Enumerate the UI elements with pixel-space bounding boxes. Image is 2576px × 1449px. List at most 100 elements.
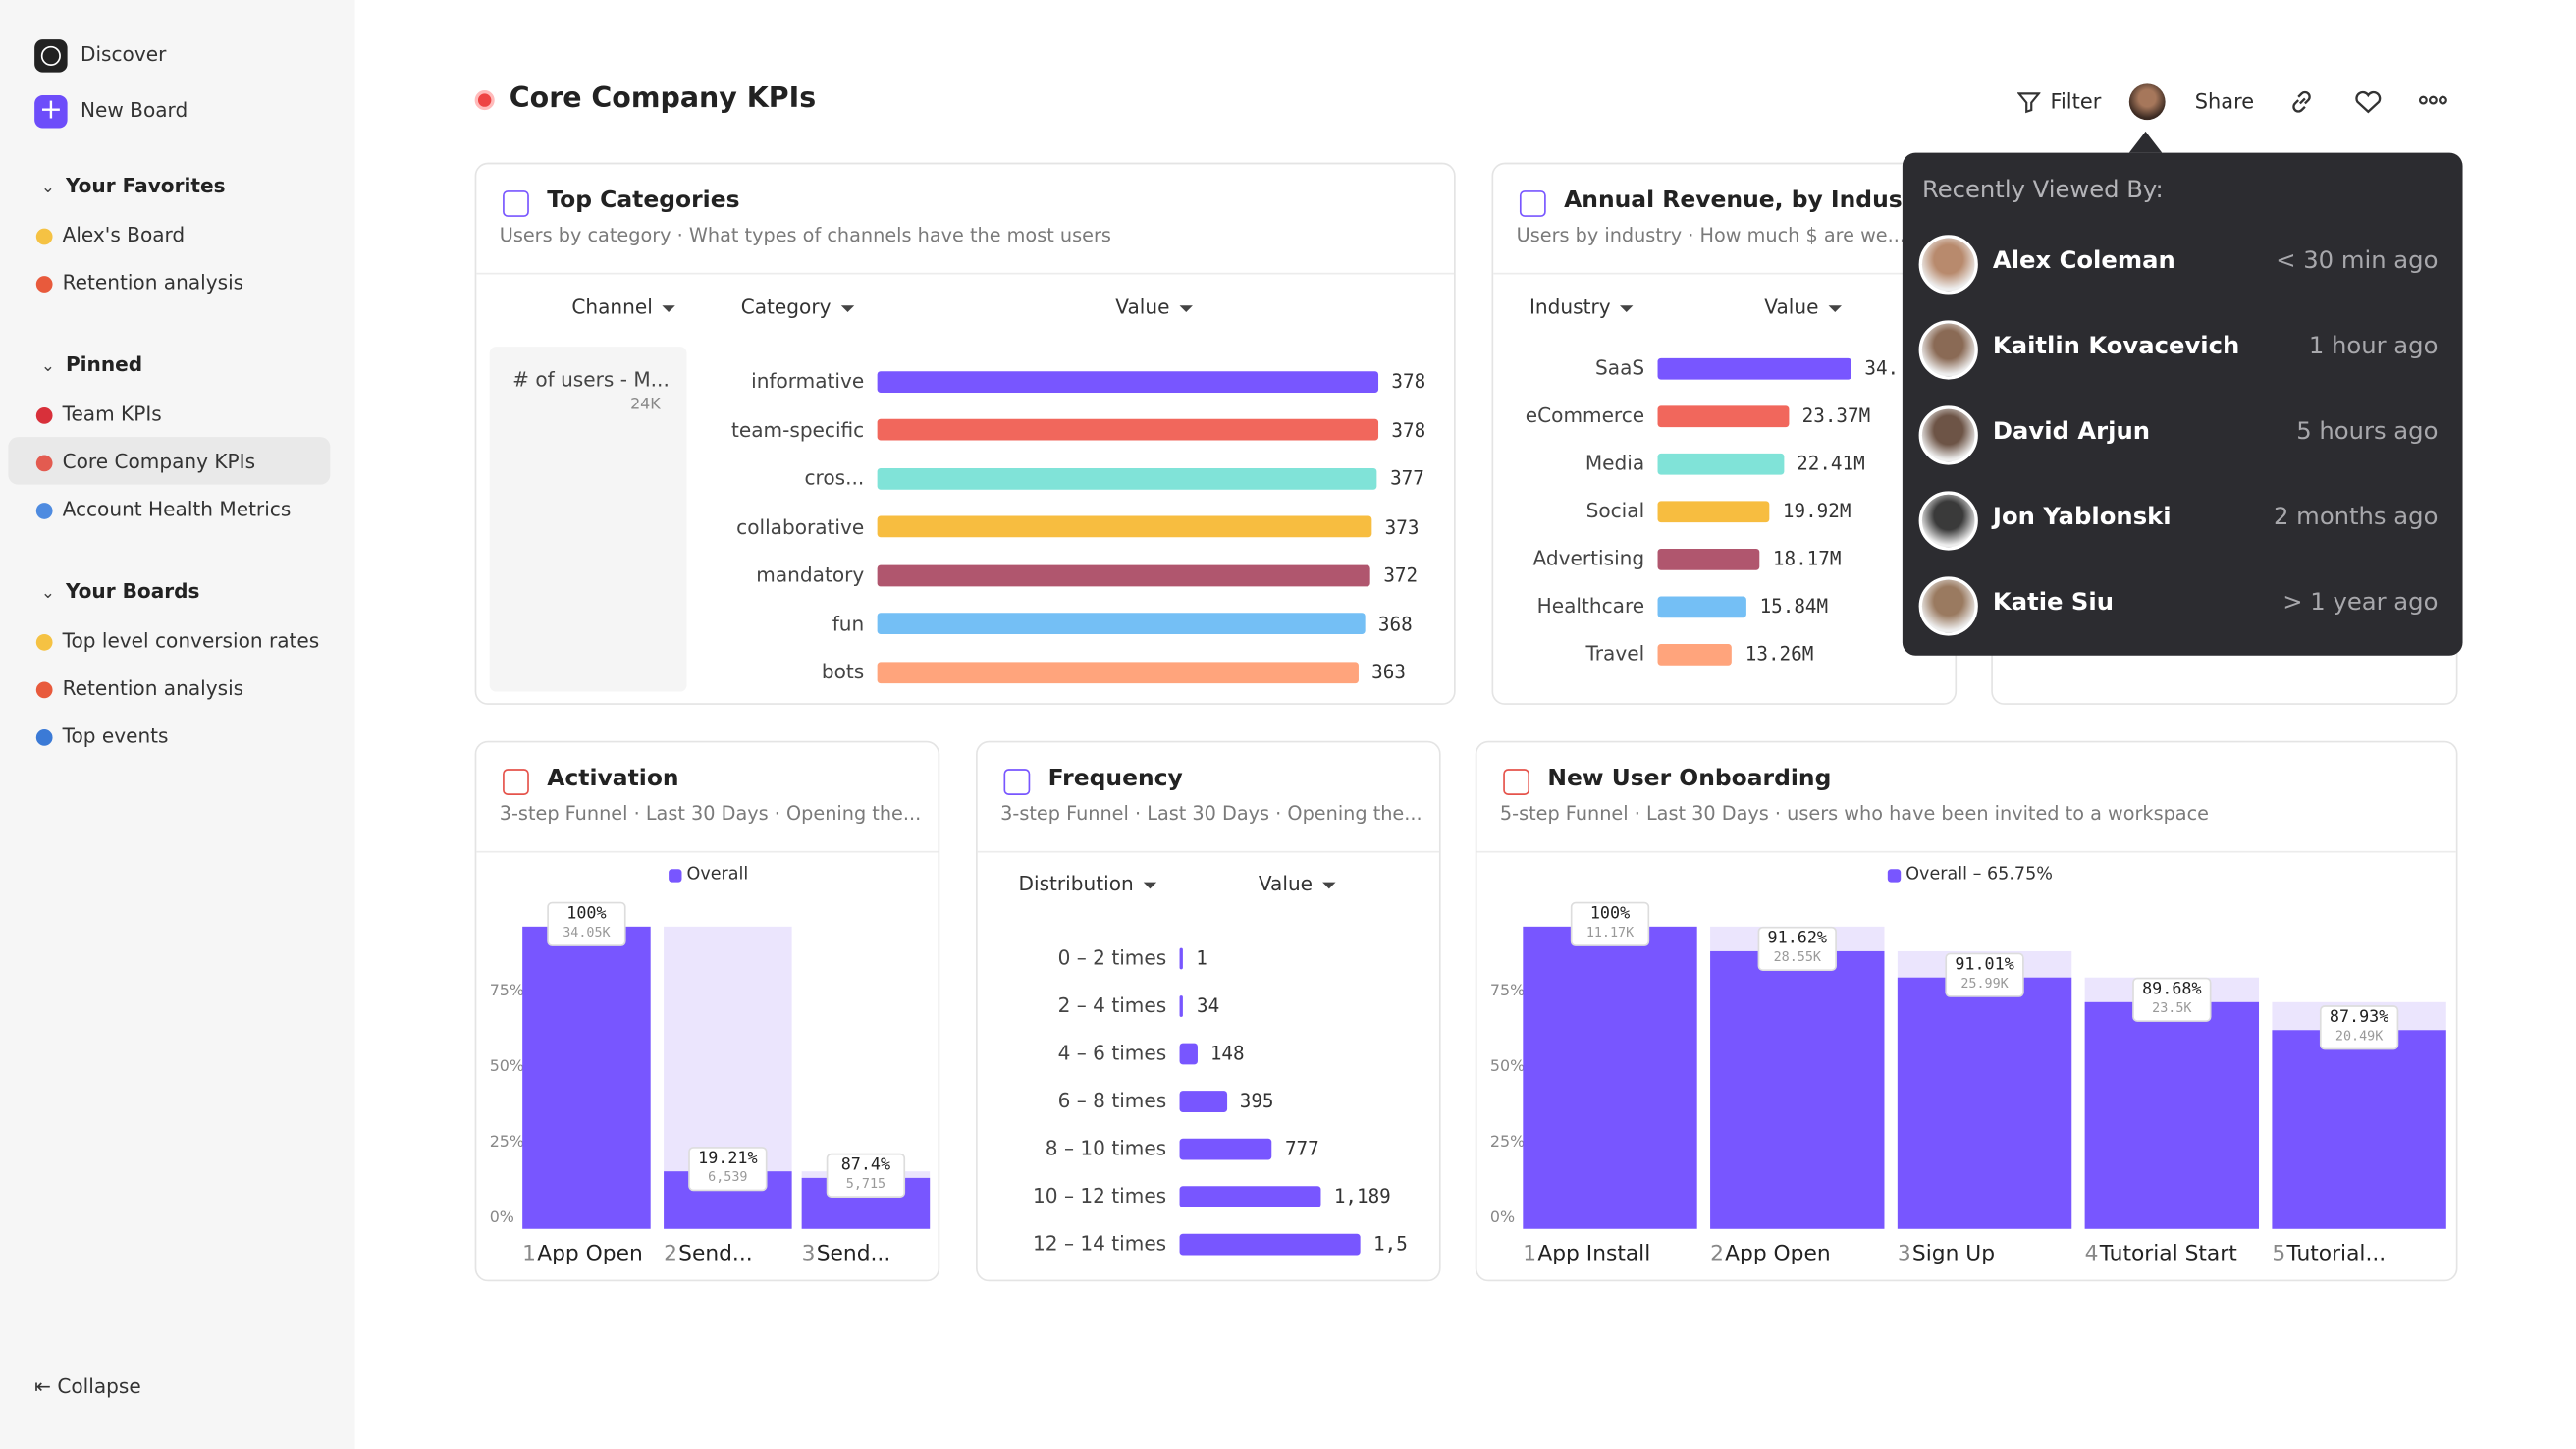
column-header[interactable]: Industry	[1530, 295, 1634, 318]
value-label: 777	[1284, 1137, 1319, 1160]
nav-item[interactable]: Retention analysis	[62, 676, 244, 700]
step-label-box: 91.01% 25.99K	[1945, 951, 2024, 997]
card-title[interactable]: Activation	[547, 765, 679, 792]
step-number: 1	[1523, 1242, 1537, 1267]
step-number: 1	[522, 1242, 537, 1267]
bar	[1179, 1042, 1198, 1064]
step-number: 5	[2272, 1242, 2286, 1267]
viewer-name[interactable]: Kaitlin Kovacevich	[1992, 333, 2240, 360]
item-icon	[35, 228, 53, 245]
bar	[1657, 548, 1760, 569]
nav-item[interactable]: Account Health Metrics	[62, 498, 292, 521]
column-header[interactable]: Value	[1764, 295, 1842, 318]
column-header[interactable]: Value	[1259, 873, 1336, 895]
nav-discover[interactable]: Discover	[80, 42, 167, 66]
user-avatar[interactable]	[2128, 83, 2166, 121]
discover-icon	[34, 39, 68, 73]
bar	[1657, 453, 1784, 474]
card-title[interactable]: Top Categories	[547, 187, 740, 214]
card-title[interactable]: New User Onboarding	[1547, 765, 1832, 792]
column-header[interactable]: Value	[1115, 295, 1193, 318]
link-button[interactable]	[2288, 88, 2315, 115]
step-label-box: 100% 34.05K	[547, 901, 626, 946]
filter-button[interactable]: Filter	[2050, 88, 2102, 114]
row-label: informative	[751, 369, 865, 393]
step-name: Tutorial...	[2286, 1242, 2387, 1267]
row-label: 8 – 10 times	[1045, 1137, 1167, 1160]
nav-item[interactable]: Core Company KPIs	[62, 450, 256, 473]
favorite-button[interactable]	[2354, 88, 2382, 115]
bar	[877, 515, 1372, 538]
nav-item[interactable]: Top events	[62, 724, 169, 748]
step-name: App Install	[1537, 1242, 1651, 1267]
row-label: Healthcare	[1536, 594, 1645, 618]
viewer-name[interactable]: Jon Yablonski	[1992, 504, 2172, 531]
step-conversion: 100%	[1589, 905, 1631, 924]
viewer-name[interactable]: David Arjun	[1992, 418, 2151, 446]
column-header[interactable]: Channel	[571, 295, 675, 318]
legend-label: Overall – 65.75%	[1905, 864, 2053, 885]
row-label: 6 – 8 times	[1057, 1089, 1167, 1112]
section-title: Your Favorites	[65, 174, 226, 197]
viewer-time: 1 hour ago	[2308, 333, 2439, 360]
step-count: 5,715	[845, 1176, 886, 1192]
y-tick-label: 25%	[489, 1133, 525, 1153]
legend-swatch	[1887, 869, 1902, 883]
column-header[interactable]: Category	[741, 295, 854, 318]
nav-collapse[interactable]: ⇤ Collapse	[34, 1374, 141, 1399]
divider	[1476, 850, 2456, 853]
section-chevron: ⌄	[40, 584, 55, 604]
item-icon	[35, 455, 53, 472]
item-icon	[35, 407, 53, 424]
viewer-avatar	[1918, 235, 1978, 295]
step-count: 11.17K	[1585, 925, 1635, 940]
funnel-bar[interactable]	[2084, 1002, 2260, 1229]
column-header[interactable]: Distribution	[1019, 873, 1157, 895]
nav-item[interactable]: Team KPIs	[62, 402, 162, 426]
popup-title: Recently Viewed By:	[1921, 177, 2164, 204]
funnel-bar[interactable]	[1523, 926, 1697, 1229]
card-title[interactable]: Annual Revenue, by Industry	[1564, 187, 1940, 214]
row-label: fun	[832, 612, 865, 635]
bar	[877, 467, 1377, 489]
step-conversion: 87.4%	[840, 1156, 891, 1175]
funnel-bar[interactable]	[2272, 1030, 2446, 1229]
viewer-time: 2 months ago	[2274, 504, 2439, 531]
row-label: bots	[821, 660, 865, 684]
metric-value: 24K	[630, 396, 661, 414]
funnel-bar[interactable]	[1710, 951, 1885, 1229]
value-label: 372	[1383, 563, 1419, 587]
row-label: 4 – 6 times	[1057, 1041, 1167, 1065]
legend-label: Overall	[686, 864, 749, 885]
card-subtitle: 3-step Funnel · Last 30 Days · Opening t…	[1000, 801, 1422, 826]
step-conversion: 100%	[566, 905, 607, 924]
row-label: Advertising	[1532, 547, 1645, 570]
nav-item[interactable]: Top level conversion rates	[62, 628, 320, 653]
value-label: 363	[1371, 660, 1406, 684]
nav-item[interactable]: Retention analysis	[62, 271, 244, 295]
share-button[interactable]: Share	[2194, 88, 2255, 114]
nav-item[interactable]: Alex's Board	[62, 223, 186, 247]
y-tick-label: 50%	[489, 1057, 525, 1077]
viewer-name[interactable]: Alex Coleman	[1992, 247, 2175, 275]
funnel-bar[interactable]	[1897, 977, 2072, 1229]
y-tick-label: 75%	[489, 982, 525, 1001]
funnel-bar[interactable]	[522, 926, 651, 1229]
card-title[interactable]: Frequency	[1047, 765, 1183, 792]
viewer-name[interactable]: Katie Siu	[1992, 589, 2114, 617]
value-label: 378	[1391, 417, 1426, 442]
more-button[interactable]	[2418, 92, 2447, 109]
title-icon	[474, 90, 495, 111]
nav-new-board[interactable]: New Board	[80, 98, 188, 122]
card: Frequency 3-step Funnel · Last 30 Days · …	[976, 740, 1441, 1282]
recently-viewed-popup: Recently Viewed By: Alex Coleman < 30 min …	[1902, 152, 2463, 656]
card-icon	[1519, 190, 1546, 217]
viewer-time: < 30 min ago	[2276, 247, 2439, 275]
metric-label: # of users - M...	[512, 367, 670, 392]
value-label: 378	[1391, 369, 1426, 393]
bar	[877, 661, 1359, 683]
bar	[877, 564, 1370, 586]
step-name: Send...	[816, 1242, 891, 1267]
section-title: Pinned	[65, 352, 143, 377]
